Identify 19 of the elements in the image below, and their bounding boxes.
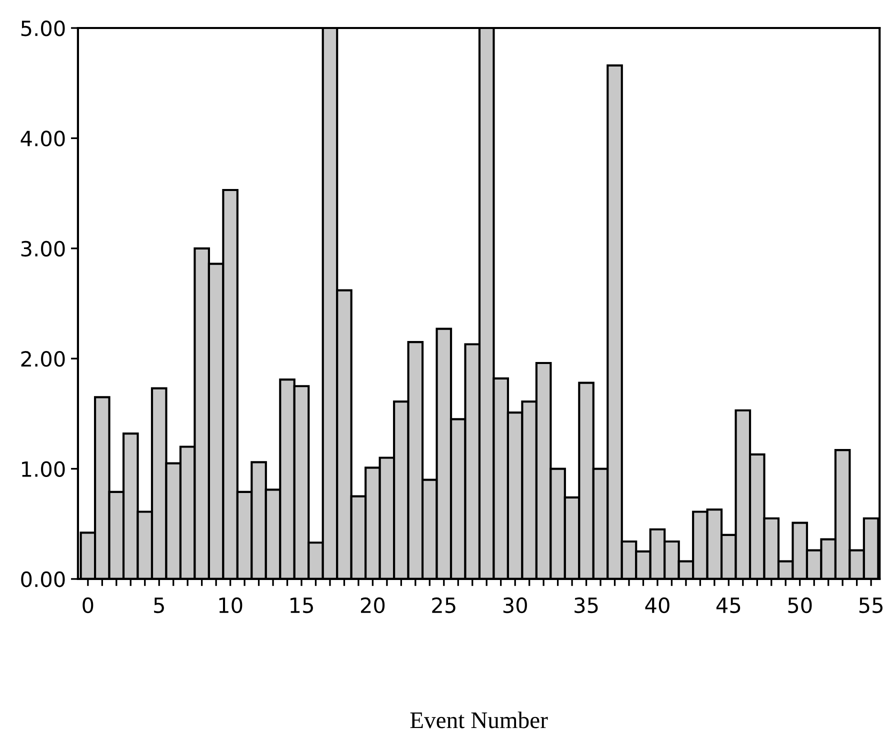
x-tick-label: 0 xyxy=(82,597,94,614)
x-tick-label: 55 xyxy=(859,598,882,614)
x-axis-title: Event Number xyxy=(410,712,548,728)
x-tick-label: 25 xyxy=(432,597,456,614)
x-tick-label: 40 xyxy=(645,597,670,614)
y-tick-label: 2.00 xyxy=(21,351,65,367)
x-tick-label: 50 xyxy=(788,597,812,614)
x-tick-label: 35 xyxy=(574,597,598,614)
x-tick-label: 30 xyxy=(503,597,527,614)
y-tick-label: 3.00 xyxy=(21,240,65,257)
x-tick-label: 20 xyxy=(360,597,385,614)
x-tick-label: 15 xyxy=(290,598,313,614)
x-tick-label: 45 xyxy=(716,598,740,614)
y-tick-label: 4.00 xyxy=(20,130,65,146)
y-tick-label: 1.00 xyxy=(22,461,65,477)
y-tick-label: 0.00 xyxy=(21,571,65,588)
x-tick-label: 5 xyxy=(154,598,164,614)
y-tick-label: 5.00 xyxy=(21,20,65,36)
x-tick-label: 10 xyxy=(219,597,242,614)
